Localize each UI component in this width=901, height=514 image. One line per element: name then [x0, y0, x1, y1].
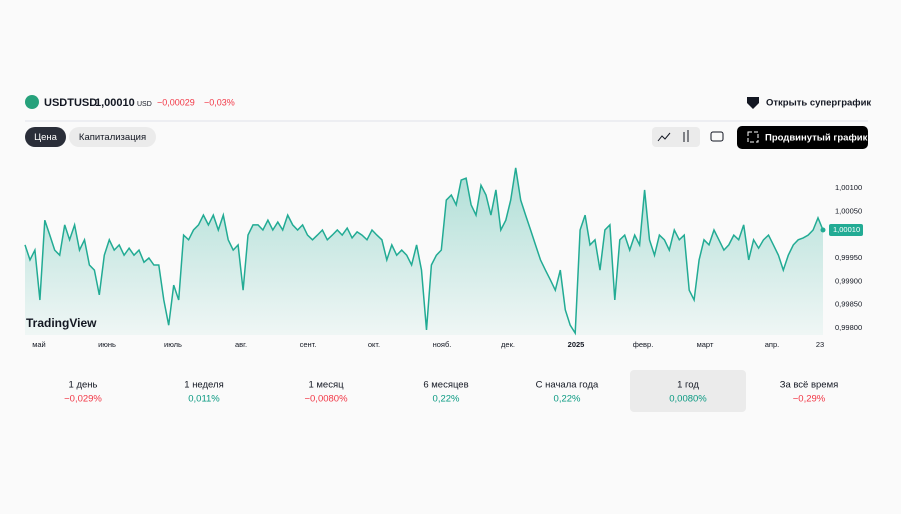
change-pct: −0,03% [204, 97, 235, 107]
plot: 1,00010 [24, 167, 863, 336]
advanced-button[interactable] [737, 126, 868, 149]
period-change[interactable]: 0,011% [188, 394, 220, 405]
area-fill [25, 167, 823, 335]
advanced-button-label[interactable]: Продвинутый график [765, 133, 868, 144]
supergraph-link[interactable]: Открыть суперграфик [766, 98, 871, 109]
snapshot-icon[interactable] [710, 131, 724, 142]
change: −0,00029 [157, 97, 195, 107]
period-label[interactable]: 1 месяц [308, 380, 344, 391]
fullscreen-icon[interactable] [747, 131, 759, 143]
tab[interactable]: Цена [34, 132, 58, 143]
period-change[interactable]: 0,22% [433, 394, 460, 405]
x-tick-label: июль [164, 340, 182, 349]
x-tick-label: февр. [633, 340, 654, 349]
candle-icon[interactable] [683, 130, 689, 142]
period-change[interactable]: −0,29% [793, 394, 826, 405]
currency: USD [137, 101, 152, 108]
y-tick-label: 1,00050 [835, 206, 862, 215]
x-tick-label: 2025 [568, 340, 585, 349]
period-label[interactable]: 1 год [677, 380, 699, 391]
tab-bg[interactable] [69, 127, 156, 147]
period-label[interactable]: 1 неделя [184, 380, 223, 391]
period-change[interactable]: 0,0080% [669, 394, 707, 405]
last-value-box [829, 224, 863, 236]
x-tick-label: июнь [98, 340, 116, 349]
period-label[interactable]: За всё время [780, 380, 839, 391]
coin-icon [25, 95, 39, 109]
period-label[interactable]: С начала года [536, 380, 599, 391]
x-tick-label: май [32, 340, 46, 349]
watermark: TradingView [26, 316, 97, 330]
x-tick-label: дек. [501, 340, 515, 349]
supergraph-icon[interactable] [747, 97, 759, 109]
last-point [820, 227, 826, 233]
line-icon[interactable] [657, 132, 671, 142]
y-tick-label: 0,99950 [835, 253, 862, 262]
y-tick-label: 0,99800 [835, 323, 862, 332]
period-change[interactable]: 0,22% [554, 394, 581, 405]
x-tick-label: окт. [368, 340, 380, 349]
period-label[interactable]: 1 день [69, 380, 98, 391]
period-change[interactable]: −0,029% [64, 394, 102, 405]
tab-bg[interactable] [25, 127, 66, 147]
x-tick-label: сент. [300, 340, 317, 349]
period-change[interactable]: −0,0080% [304, 394, 348, 405]
x-tick-label: нояб. [433, 340, 452, 349]
chart-type-toggle[interactable] [652, 127, 700, 147]
symbol: USDTUSD [44, 97, 97, 109]
price-line [24, 167, 824, 336]
y-tick-label: 1,00100 [835, 183, 862, 192]
x-tick-label: авг. [235, 340, 247, 349]
x-tick-label: 23 [816, 340, 824, 349]
tab[interactable]: Капитализация [79, 132, 146, 143]
x-tick-label: апр. [765, 340, 780, 349]
price: 1,00010 [95, 97, 135, 109]
y-tick-label: 0,99850 [835, 300, 862, 309]
x-tick-label: март [697, 340, 714, 349]
period-selected-bg [630, 370, 746, 412]
y-tick-label: 0,99900 [835, 276, 862, 285]
period-label[interactable]: 6 месяцев [423, 380, 468, 391]
last-value-label: 1,00010 [833, 225, 860, 234]
